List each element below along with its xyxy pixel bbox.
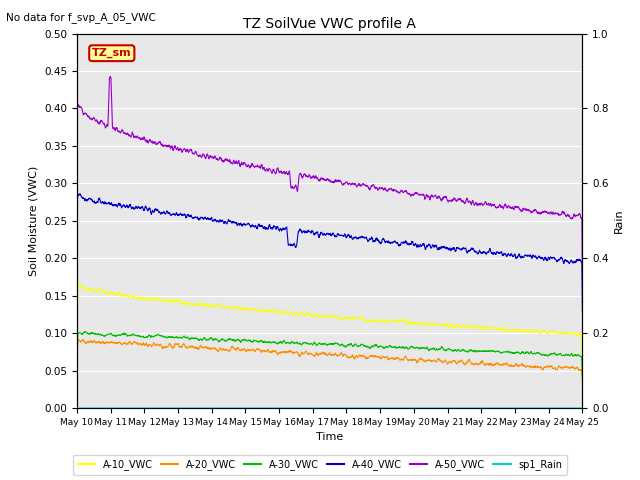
Legend: A-10_VWC, A-20_VWC, A-30_VWC, A-40_VWC, A-50_VWC, sp1_Rain: A-10_VWC, A-20_VWC, A-30_VWC, A-40_VWC, … xyxy=(73,455,567,475)
Y-axis label: Soil Moisture (VWC): Soil Moisture (VWC) xyxy=(28,166,38,276)
Y-axis label: Rain: Rain xyxy=(614,208,624,233)
X-axis label: Time: Time xyxy=(316,432,343,442)
Text: TZ_sm: TZ_sm xyxy=(92,48,132,59)
Text: No data for f_svp_A_05_VWC: No data for f_svp_A_05_VWC xyxy=(6,12,156,23)
Title: TZ SoilVue VWC profile A: TZ SoilVue VWC profile A xyxy=(243,17,416,31)
